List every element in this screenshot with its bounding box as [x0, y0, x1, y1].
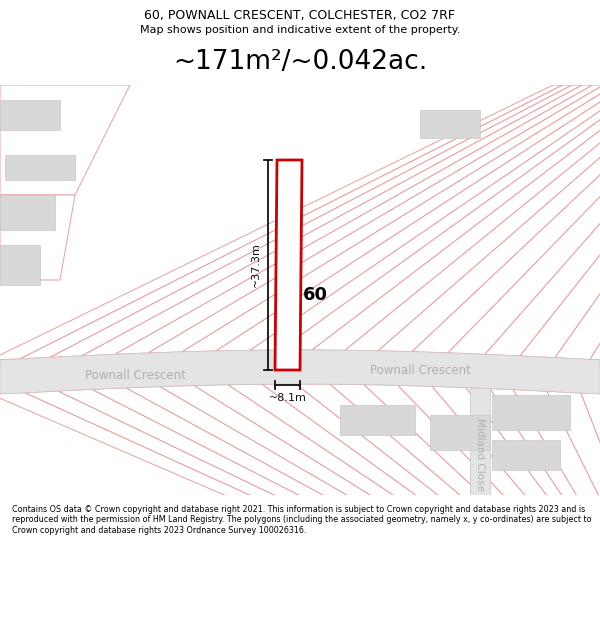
Polygon shape: [296, 384, 478, 510]
Text: 60: 60: [302, 286, 328, 304]
Polygon shape: [0, 245, 40, 285]
Polygon shape: [492, 395, 570, 430]
Polygon shape: [513, 389, 600, 510]
Polygon shape: [398, 385, 538, 510]
Polygon shape: [0, 100, 60, 130]
Polygon shape: [25, 391, 305, 510]
Polygon shape: [312, 85, 600, 350]
Polygon shape: [0, 85, 130, 195]
Polygon shape: [280, 85, 600, 350]
Polygon shape: [115, 85, 600, 354]
Polygon shape: [228, 384, 436, 510]
Polygon shape: [0, 392, 283, 510]
Text: Contains OS data © Crown copyright and database right 2021. This information is : Contains OS data © Crown copyright and d…: [12, 505, 592, 535]
Polygon shape: [378, 85, 600, 352]
Polygon shape: [148, 85, 600, 353]
Polygon shape: [92, 388, 350, 510]
Polygon shape: [547, 391, 600, 510]
Polygon shape: [490, 389, 586, 510]
Polygon shape: [182, 85, 600, 352]
Polygon shape: [485, 85, 600, 356]
Polygon shape: [0, 195, 75, 280]
Text: Pownall Crescent: Pownall Crescent: [370, 364, 470, 376]
Polygon shape: [432, 386, 558, 510]
Polygon shape: [0, 85, 563, 360]
Polygon shape: [126, 387, 373, 510]
Text: 60, POWNALL CRESCENT, COLCHESTER, CO2 7RF: 60, POWNALL CRESCENT, COLCHESTER, CO2 7R…: [145, 9, 455, 21]
Polygon shape: [216, 85, 600, 351]
Polygon shape: [466, 388, 572, 510]
Polygon shape: [20, 85, 572, 359]
Text: ~171m²/~0.042ac.: ~171m²/~0.042ac.: [173, 49, 427, 75]
Polygon shape: [470, 388, 490, 510]
Polygon shape: [555, 85, 600, 359]
Polygon shape: [345, 85, 600, 351]
Polygon shape: [340, 405, 415, 435]
Polygon shape: [82, 85, 593, 356]
Polygon shape: [581, 393, 600, 510]
Polygon shape: [5, 155, 75, 180]
Polygon shape: [520, 85, 600, 357]
Polygon shape: [275, 160, 302, 370]
Polygon shape: [590, 85, 600, 360]
Polygon shape: [492, 440, 560, 470]
Polygon shape: [250, 85, 600, 351]
Polygon shape: [364, 384, 518, 510]
Polygon shape: [330, 384, 497, 510]
Text: Map shows position and indicative extent of the property.: Map shows position and indicative extent…: [140, 25, 460, 35]
Polygon shape: [420, 110, 480, 138]
Polygon shape: [412, 85, 600, 353]
Polygon shape: [50, 85, 582, 357]
Polygon shape: [430, 415, 490, 450]
Text: Pownall Crescent: Pownall Crescent: [85, 369, 185, 381]
Text: Midland Close: Midland Close: [475, 419, 485, 491]
Polygon shape: [160, 386, 394, 510]
Polygon shape: [0, 350, 600, 394]
Text: ~8.1m: ~8.1m: [269, 393, 307, 403]
Polygon shape: [0, 195, 55, 230]
Text: ~37.3m: ~37.3m: [251, 242, 261, 288]
Polygon shape: [448, 85, 600, 354]
Polygon shape: [262, 384, 457, 510]
Polygon shape: [58, 389, 328, 510]
Polygon shape: [194, 385, 416, 510]
